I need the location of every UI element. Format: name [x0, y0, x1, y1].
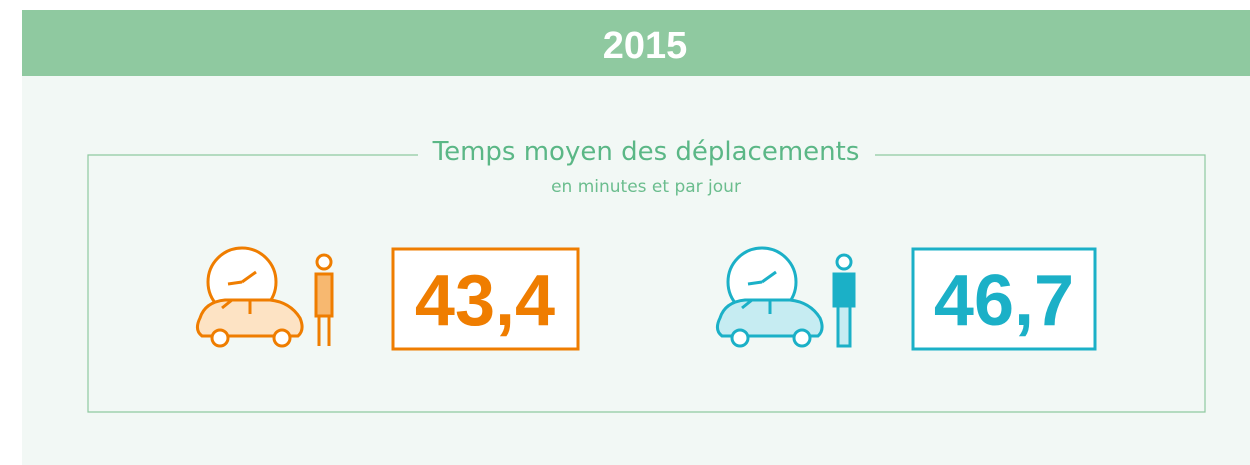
section-title: Temps moyen des déplacements — [432, 137, 860, 167]
man-car-icon — [715, 246, 856, 348]
frame — [87, 154, 1206, 413]
value: 46,7 — [934, 261, 1074, 341]
value-box — [911, 247, 1097, 351]
value: 43,4 — [415, 261, 555, 341]
section-subtitle: en minutes et par jour — [551, 177, 741, 197]
woman-car-icon — [195, 246, 334, 348]
panel — [22, 10, 1250, 465]
value-box — [391, 247, 580, 351]
header-title: 2015 — [603, 25, 688, 67]
header-band — [22, 10, 1250, 76]
